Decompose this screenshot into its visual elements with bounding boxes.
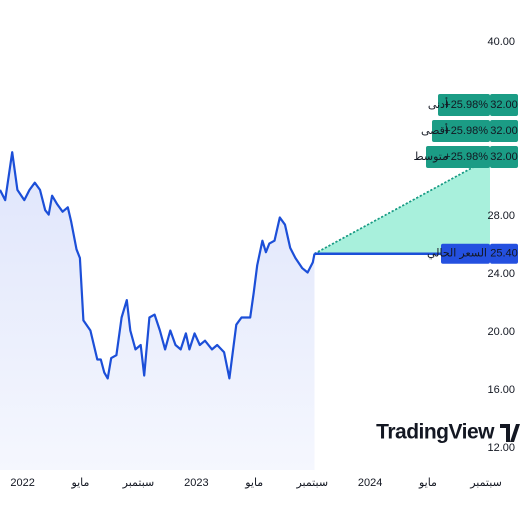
- target-label: متوسط: [413, 151, 448, 163]
- current-label: السعر الحالي: [427, 248, 487, 260]
- x-tick-label: سبتمبر: [122, 477, 155, 489]
- target-change: +25.98%: [444, 151, 488, 163]
- price-area: [0, 152, 315, 470]
- x-tick-label: سبتمبر: [295, 477, 328, 489]
- target-box: [438, 94, 490, 116]
- y-tick-label: 28.00: [487, 210, 515, 222]
- target-value-box: [490, 146, 518, 168]
- watermark-logo: [500, 424, 520, 442]
- x-tick-label: مايو: [244, 477, 263, 489]
- target-label: أدنى: [428, 97, 448, 111]
- target-change: +25.98%: [444, 99, 488, 111]
- x-tick-label: سبتمبر: [469, 477, 502, 489]
- current-value: 25.40: [490, 248, 518, 260]
- target-value-box: [490, 94, 518, 116]
- y-tick-label: 24.00: [487, 268, 515, 280]
- watermark: TradingView: [376, 421, 495, 444]
- current-box: [441, 243, 490, 264]
- target-value: 32.00: [490, 99, 518, 111]
- target-label: أقصى: [421, 123, 448, 137]
- y-tick-label: 12.00: [487, 442, 515, 454]
- target-value: 32.00: [490, 151, 518, 163]
- x-tick-label: مايو: [70, 477, 89, 489]
- y-tick-label: 16.00: [487, 384, 515, 396]
- x-tick-label: 2023: [184, 477, 208, 489]
- target-change: +25.98%: [444, 125, 488, 137]
- price-line: [0, 151, 316, 380]
- target-value-box: [490, 120, 518, 142]
- target-box: [432, 120, 490, 142]
- target-box: [426, 146, 490, 168]
- forecast-line: [314, 157, 491, 255]
- target-value: 32.00: [490, 125, 518, 137]
- x-tick-label: 2022: [10, 477, 34, 489]
- current-value-box: [490, 243, 518, 264]
- y-tick-label: 20.00: [487, 326, 515, 338]
- y-tick-label: 40.00: [487, 36, 515, 48]
- x-tick-label: 2024: [358, 477, 382, 489]
- x-tick-label: مايو: [418, 477, 437, 489]
